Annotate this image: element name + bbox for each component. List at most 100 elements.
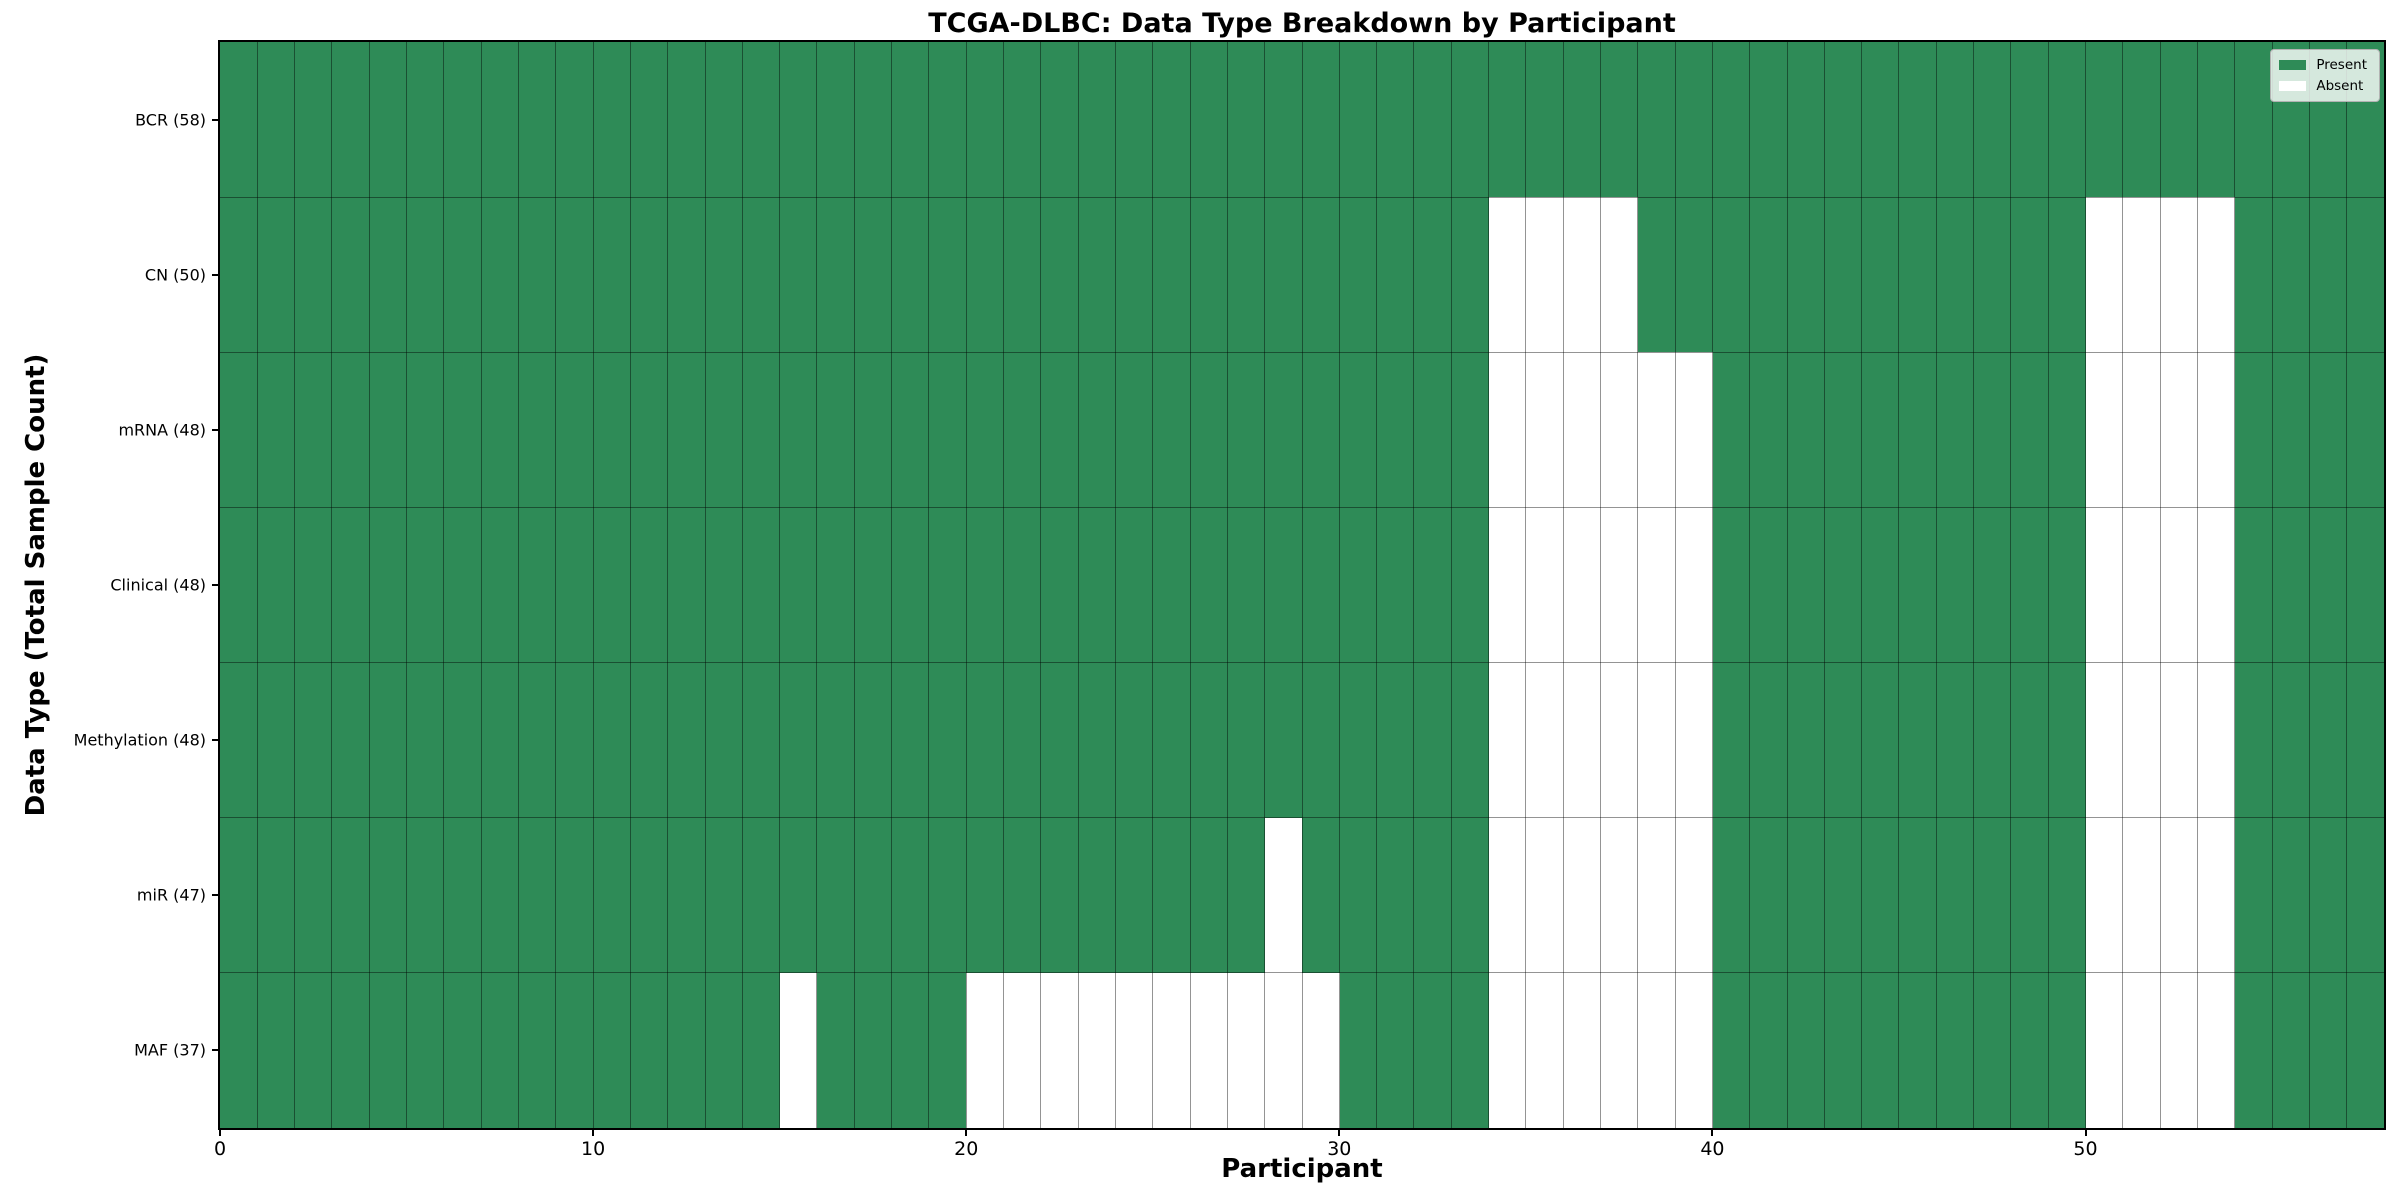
absent-cell: [2197, 197, 2236, 353]
absent-cell: [1675, 662, 1713, 818]
gridline-vertical: [480, 42, 482, 1128]
absent-cell: [1302, 972, 1340, 1128]
x-axis-label: Participant: [1221, 1154, 1383, 1184]
absent-cell: [1563, 352, 1601, 508]
x-tick-label: 50: [2073, 1138, 2098, 1160]
absent-cell: [2085, 817, 2124, 973]
y-tick-label: miR (47): [136, 885, 206, 905]
heatmap-row-miR: [220, 817, 2384, 973]
gridline-vertical: [1525, 42, 1527, 1128]
heatmap-row-Clinical: [220, 507, 2384, 663]
absent-cell: [2085, 352, 2124, 508]
gridline-vertical: [1189, 42, 1191, 1128]
gridline-vertical: [1562, 42, 1564, 1128]
absent-cell: [1675, 352, 1713, 508]
gridline-vertical: [1003, 42, 1005, 1128]
absent-cell: [1525, 662, 1564, 818]
x-tick-label: 20: [954, 1138, 979, 1160]
gridline-vertical: [1413, 42, 1415, 1128]
heatmap-row-Methylation: [220, 662, 2384, 818]
gridline-vertical: [1152, 42, 1154, 1128]
gridline-vertical: [1040, 42, 1042, 1128]
gridline-vertical: [2085, 42, 2087, 1128]
gridline-vertical: [2346, 42, 2348, 1128]
gridline-vertical: [1338, 42, 1340, 1128]
absent-cell: [1488, 662, 1527, 818]
legend: Present Absent: [2270, 49, 2380, 103]
absent-cell: [1488, 352, 1527, 508]
absent-cell: [1003, 972, 1042, 1128]
gridline-vertical: [667, 42, 669, 1128]
gridline-vertical: [1973, 42, 1975, 1128]
y-tick-label: BCR (58): [135, 110, 206, 130]
legend-label-absent: Absent: [2316, 78, 2364, 95]
gridline-vertical: [779, 42, 781, 1128]
plot-area: [220, 42, 2384, 1128]
y-tick-mark: [212, 273, 220, 276]
absent-cell: [1637, 662, 1676, 818]
absent-cell: [1190, 972, 1228, 1128]
chart-title: TCGA-DLBC: Data Type Breakdown by Partic…: [928, 8, 1676, 39]
absent-cell: [2197, 817, 2236, 973]
legend-item-present: Present: [2279, 57, 2367, 73]
absent-cell: [2085, 972, 2124, 1128]
absent-cell: [2160, 817, 2198, 973]
absent-cell: [2160, 507, 2198, 663]
y-tick-label: CN (50): [144, 265, 206, 285]
gridline-vertical: [853, 42, 855, 1128]
gridline-vertical: [1264, 42, 1266, 1128]
gridline-vertical: [1077, 42, 1079, 1128]
gridline-vertical: [1935, 42, 1937, 1128]
gridline-horizontal: [220, 817, 2384, 819]
gridline-vertical: [891, 42, 893, 1128]
legend-swatch-absent: [2279, 81, 2307, 92]
y-tick-label: mRNA (48): [118, 420, 206, 440]
absent-cell: [2122, 972, 2161, 1128]
absent-cell: [1525, 507, 1564, 663]
absent-cell: [1600, 662, 1639, 818]
absent-cell: [1563, 507, 1601, 663]
absent-cell: [1637, 817, 1676, 973]
absent-cell: [1600, 197, 1639, 353]
gridline-vertical: [1637, 42, 1639, 1128]
gridline-horizontal: [220, 196, 2384, 198]
absent-cell: [1525, 352, 1564, 508]
absent-cell: [1675, 507, 1713, 663]
gridline-vertical: [965, 42, 967, 1128]
absent-cell: [1264, 972, 1303, 1128]
absent-cell: [1600, 352, 1639, 508]
y-tick-mark: [212, 428, 220, 431]
absent-cell: [1637, 972, 1676, 1128]
y-tick-label: MAF (37): [134, 1040, 206, 1060]
absent-cell: [1525, 817, 1564, 973]
gridline-vertical: [1599, 42, 1601, 1128]
gridline-vertical: [406, 42, 408, 1128]
absent-cell: [1637, 507, 1676, 663]
gridline-vertical: [928, 42, 930, 1128]
y-tick-mark: [212, 118, 220, 121]
absent-cell: [1600, 507, 1639, 663]
absent-cell: [2122, 197, 2161, 353]
heatmap-row-BCR: [220, 42, 2384, 198]
absent-cell: [1563, 662, 1601, 818]
gridline-vertical: [1301, 42, 1303, 1128]
gridline-vertical: [2271, 42, 2273, 1128]
absent-cell: [2085, 197, 2124, 353]
absent-cell: [1488, 197, 1527, 353]
absent-cell: [1563, 817, 1601, 973]
absent-cell: [1115, 972, 1154, 1128]
gridline-vertical: [443, 42, 445, 1128]
absent-cell: [2197, 352, 2236, 508]
gridline-vertical: [629, 42, 631, 1128]
y-tick-mark: [212, 894, 220, 897]
absent-cell: [2197, 662, 2236, 818]
gridline-vertical: [1226, 42, 1228, 1128]
x-tick-label: 0: [213, 1138, 227, 1160]
gridline-vertical: [1786, 42, 1788, 1128]
gridline-vertical: [555, 42, 557, 1128]
absent-cell: [1488, 972, 1527, 1128]
absent-cell: [2160, 352, 2198, 508]
gridline-vertical: [2234, 42, 2236, 1128]
gridline-vertical: [816, 42, 818, 1128]
